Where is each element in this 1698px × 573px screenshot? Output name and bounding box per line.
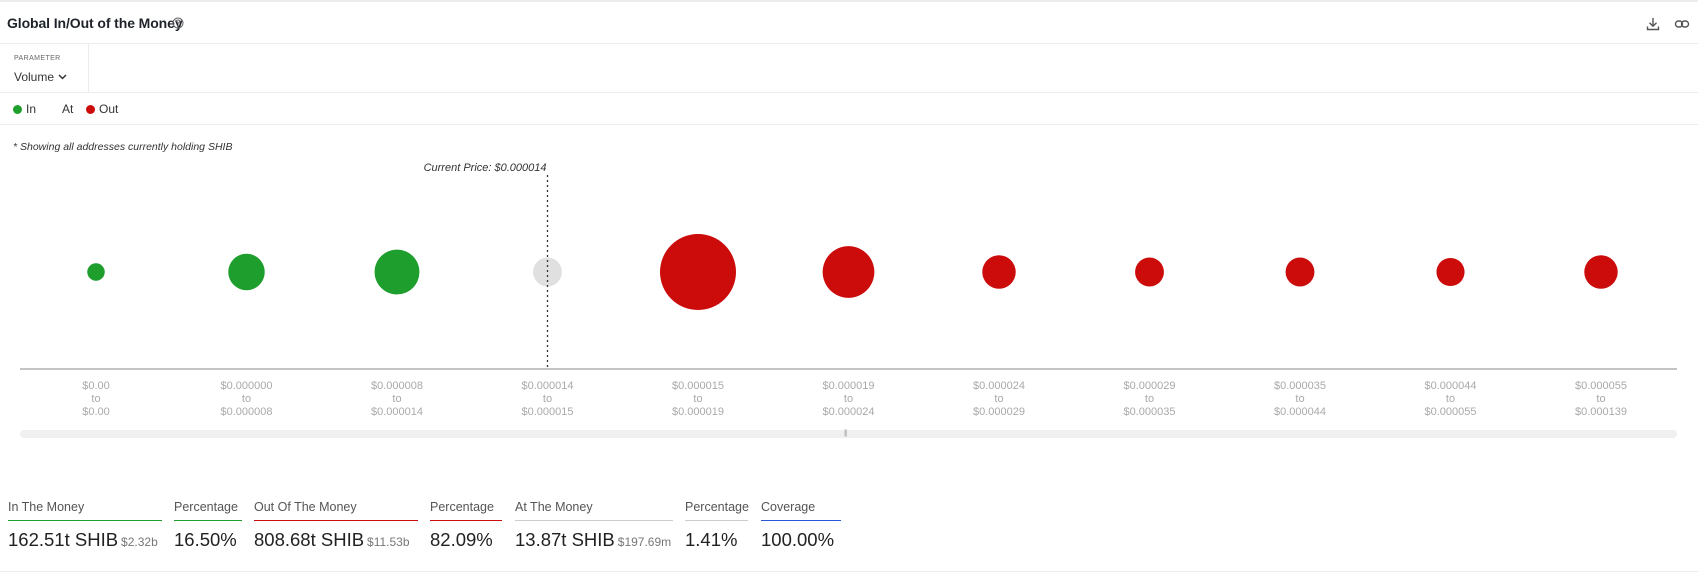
page-title: Global In/Out of the Money [7,15,183,31]
legend-label-out: Out [99,102,119,116]
legend-dot-in [13,104,22,114]
legend-label-at: At [62,102,74,116]
stat-label: Percentage [685,500,749,521]
stat-value: 13.87t SHIB $197.69m [515,529,672,550]
x-tick-label: $0.000029 [1124,380,1176,392]
stat-value: 1.41% [685,529,738,550]
x-tick-label: to [543,393,552,405]
stat-label: Out Of The Money [254,500,418,521]
parameter-label: PARAMETER [14,55,61,62]
legend: In At Out [0,93,1698,125]
stat-coverage: Coverage 100.00% [761,500,841,551]
stat-out-percentage: Percentage 82.09% [430,500,502,551]
chevron-down-icon [58,74,67,80]
stat-out-of-the-money: Out Of The Money 808.68t SHIB $11.53b [254,500,418,551]
x-tick-label: to [844,393,853,405]
x-tick-label: to [1596,393,1605,405]
x-tick-label: $0.000029 [973,406,1025,418]
x-tick-label: $0.000015 [522,406,574,418]
panel-header: Global In/Out of the Money [0,2,1698,44]
x-tick-label: to [1295,393,1304,405]
bubble-out[interactable] [660,234,736,310]
legend-dot-out [86,104,95,114]
x-tick-label: $0.00 [82,380,110,392]
x-tick-label: $0.000055 [1575,380,1627,392]
chart-scrollbar[interactable]: ||| [20,430,1677,438]
legend-item-out[interactable]: Out [86,102,118,116]
x-tick-label: to [91,393,100,405]
x-tick-label: $0.000000 [221,380,273,392]
x-tick-label: $0.00 [82,406,110,418]
x-tick-label: $0.000024 [973,380,1025,392]
chart-note: * Showing all addresses currently holdin… [13,141,233,153]
stat-label: At The Money [515,500,673,521]
stat-value: 82.09% [430,529,493,550]
bubble-out[interactable] [1135,257,1164,287]
stat-label: Coverage [761,500,841,521]
x-tick-label: $0.000035 [1124,406,1176,418]
bubble-at[interactable] [533,257,562,287]
bubble-out[interactable] [1285,257,1315,287]
x-tick-label: $0.000008 [371,380,423,392]
x-tick-label: $0.000015 [672,380,724,392]
legend-item-in[interactable]: In [13,102,36,116]
x-tick-label: $0.000139 [1575,406,1627,418]
stat-value: 100.00% [761,529,835,550]
x-tick-label: $0.000024 [823,406,875,418]
bubble-in[interactable] [228,253,265,291]
x-tick-label: $0.000055 [1425,406,1477,418]
bottom-border [0,571,1698,572]
legend-item-at[interactable]: At [62,102,73,116]
x-tick-label: to [1446,393,1455,405]
x-tick-label: $0.000044 [1274,406,1326,418]
stat-label: Percentage [430,500,502,521]
link-icon[interactable] [1674,16,1690,32]
stat-at-percentage: Percentage 1.41% [685,500,749,551]
question-circle-icon[interactable] [172,17,184,29]
x-tick-label: $0.000019 [672,406,724,418]
x-tick-label: $0.000008 [221,406,273,418]
bubble-out[interactable] [982,255,1016,289]
x-tick-label: $0.000044 [1425,380,1477,392]
stat-usd-value: $2.32b [121,535,158,549]
stat-label: Percentage [174,500,242,521]
stat-value: 162.51t SHIB $2.32b [8,529,158,550]
parameter-value: Volume [14,70,55,84]
bubble-out[interactable] [1584,255,1618,289]
parameter-dropdown[interactable]: Volume [14,70,67,84]
stat-in-percentage: Percentage 16.50% [174,500,242,551]
current-price-label: Current Price: $0.000014 [424,162,547,174]
stat-value: 808.68t SHIB $11.53b [254,529,410,550]
bubble-out[interactable] [1436,257,1465,287]
x-tick-label: to [242,393,251,405]
x-tick-label: $0.000035 [1274,380,1326,392]
download-icon[interactable] [1645,16,1661,32]
x-tick-label: to [994,393,1003,405]
bubble-chart: $0.00to$0.00$0.000000to$0.000008$0.00000… [20,162,1677,418]
x-tick-label: $0.000014 [522,380,574,392]
stat-at-the-money: At The Money 13.87t SHIB $197.69m [515,500,673,551]
bubble-out[interactable] [822,246,875,298]
x-tick-label: to [392,393,401,405]
stat-value: 16.50% [174,529,237,550]
x-tick-label: to [1145,393,1154,405]
scroll-grip-icon: ||| [844,430,848,437]
summary-stats: In The Money 162.51t SHIB $2.32b Percenta… [0,500,1698,570]
stat-usd-value: $197.69m [617,535,672,549]
x-tick-label: $0.000019 [823,380,875,392]
stat-in-the-money: In The Money 162.51t SHIB $2.32b [8,500,162,551]
x-tick-label: to [693,393,702,405]
parameter-row: PARAMETER Volume [0,44,1698,93]
stat-usd-value: $11.53b [367,535,410,549]
parameter-selector: PARAMETER Volume [0,44,89,92]
top-border [0,0,1698,2]
legend-label-in: In [26,102,37,116]
bubble-in[interactable] [87,263,105,281]
x-tick-label: $0.000014 [371,406,423,418]
stat-label: In The Money [8,500,162,521]
bubble-in[interactable] [374,249,420,295]
